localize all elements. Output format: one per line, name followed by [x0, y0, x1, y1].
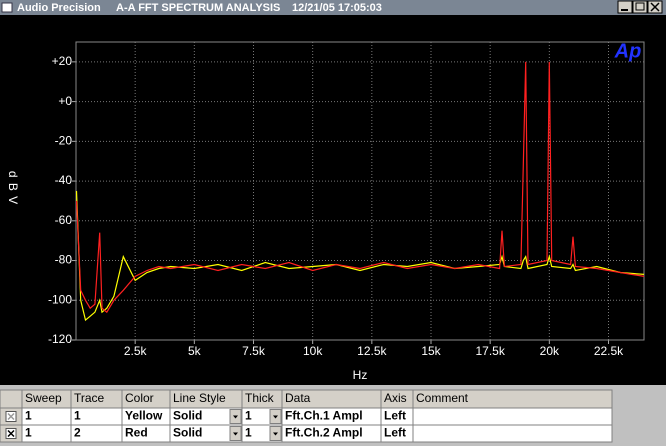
y-tick-label: -40: [55, 173, 73, 187]
table-cell: Red: [125, 426, 148, 440]
timestamp: 12/21/05 17:05:03: [292, 2, 382, 14]
column-header: Comment: [416, 391, 469, 405]
window-controls: [617, 0, 663, 14]
dropdown-arrow: [273, 432, 278, 436]
x-tick-label: 5k: [188, 344, 202, 358]
y-tick-label: -20: [55, 134, 73, 148]
plot: d B V +20 +0 -20 -40 -60 -80 -100 -120 2.5k 5k 7.5k…: [6, 41, 645, 358]
trace-table: Sweep Trace Color Line Style Thick Data Axis Co…: [0, 389, 613, 443]
table-cell: Left: [384, 409, 406, 423]
column-header: Axis: [384, 391, 407, 405]
close-glyph: [650, 2, 660, 12]
table-cell: 2: [74, 426, 81, 440]
x-tick-label: 10k: [303, 344, 323, 358]
x-tick-label: 7.5k: [242, 344, 266, 358]
dropdown-arrow: [233, 432, 238, 436]
x-tick-label: 2.5k: [124, 344, 148, 358]
logo: Ap: [614, 40, 642, 62]
x-tick-label: 22.5k: [594, 344, 624, 358]
spectrum-trace: [75, 190, 645, 322]
window-title: A-A FFT SPECTRUM ANALYSIS: [116, 2, 280, 14]
plot-frame: [75, 41, 645, 341]
column-header: Sweep: [25, 391, 62, 405]
y-tick-label: +0: [58, 94, 72, 108]
column-header: Trace: [74, 391, 105, 405]
checkbox-mark: [7, 429, 15, 438]
table-cell: 1: [74, 409, 81, 423]
table-cell: Solid: [173, 426, 202, 440]
minimize-button[interactable]: [617, 0, 633, 14]
y-axis-label: d B V: [6, 171, 20, 205]
x-tick-label: 20k: [540, 344, 560, 358]
app-icon: [1, 2, 13, 13]
y-tick-label: +20: [52, 54, 73, 68]
table-cell: Fft.Ch.2 Ampl: [285, 426, 363, 440]
table-cell: Yellow: [125, 409, 163, 423]
column-header: Data: [285, 391, 311, 405]
y-tick-label: -120: [48, 332, 72, 346]
x-tick-label: 17.5k: [475, 344, 505, 358]
table-cell: 1: [245, 426, 252, 440]
plot-background: [0, 15, 666, 385]
table-cell: Solid: [173, 409, 202, 423]
dropdown-arrow: [233, 415, 238, 419]
table-cell: Left: [384, 426, 406, 440]
x-axis-label: Hz: [353, 368, 368, 382]
dropdown-arrow: [273, 415, 278, 419]
table-cell: Fft.Ch.1 Ampl: [285, 409, 363, 423]
column-header: Color: [125, 391, 154, 405]
column-header: Thick: [245, 391, 275, 405]
spectrum-trace: [75, 61, 645, 314]
maximize-glyph: [635, 2, 645, 11]
title-bar: [0, 0, 666, 15]
column-header: Line Style: [173, 391, 226, 405]
x-tick-label: 15k: [421, 344, 441, 358]
checkbox-mark: [7, 412, 15, 421]
y-tick-label: -60: [55, 213, 73, 227]
y-tick-label: -80: [55, 253, 73, 267]
y-tick-label: -100: [48, 292, 72, 306]
table-cell: 1: [245, 409, 252, 423]
table-cell: 1: [25, 426, 32, 440]
table-cell: 1: [25, 409, 32, 423]
x-tick-label: 12.5k: [357, 344, 387, 358]
app-name: Audio Precision: [17, 2, 101, 14]
